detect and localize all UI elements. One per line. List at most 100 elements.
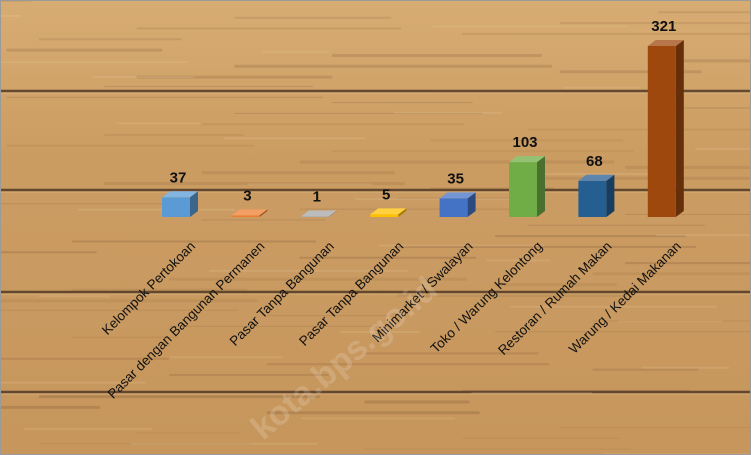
bar-side [259, 209, 268, 217]
wood-grain-light [471, 392, 593, 395]
wood-grain [38, 38, 182, 41]
category-label: Toko / Warung Kelontong [428, 239, 545, 356]
wood-grain [462, 389, 690, 393]
bars [162, 40, 684, 217]
bar-side [328, 210, 337, 217]
wood-grain-light [602, 453, 750, 454]
wood-grain [429, 91, 693, 93]
wood-grain [494, 331, 750, 333]
wood-grain [527, 128, 750, 131]
data-label: 321 [651, 18, 676, 35]
wood-grain [592, 368, 699, 371]
wood-grain [560, 427, 750, 428]
wood-grain [71, 288, 248, 292]
bar-top [370, 208, 407, 215]
wood-grain [527, 176, 750, 180]
bar-top [439, 192, 476, 199]
data-labels: 37 3 1 5 35 103 68 321 [170, 18, 677, 205]
wood-grain-light [1, 61, 188, 64]
wood-grain [6, 48, 163, 52]
wood-grain-light [116, 122, 201, 125]
bar-side [190, 191, 198, 217]
wood-grain [592, 272, 750, 276]
wood-grain-light [432, 25, 628, 28]
wood-grain [332, 54, 542, 57]
wood-grain [201, 171, 395, 175]
wood-grain [169, 325, 399, 327]
wood-grain [266, 315, 388, 317]
wood-grain [71, 336, 179, 338]
wood-grain-light [247, 183, 373, 186]
wood-grain-light [695, 147, 750, 150]
wood-grain [103, 182, 405, 186]
data-label: 37 [170, 169, 187, 186]
wood-grain-light [617, 320, 723, 323]
bar-side [537, 156, 545, 217]
wood-grain [657, 11, 750, 14]
bar-front [370, 214, 399, 217]
wood-grain [104, 134, 244, 136]
wood-grain [266, 363, 549, 366]
wood-grain-light [38, 295, 111, 298]
bar-side [675, 40, 684, 217]
wood-grain [6, 144, 255, 147]
data-label: 103 [512, 134, 537, 151]
bar [647, 40, 684, 217]
category-label: Pasar dengan Bangunan Permanen [105, 239, 268, 402]
wood-grain [331, 102, 473, 104]
wood-grain-light [641, 366, 730, 369]
bar-top [162, 191, 198, 198]
wood-grain [527, 224, 706, 226]
wood-grain [71, 240, 317, 243]
wood-grain [364, 448, 631, 450]
wood-grain [234, 112, 484, 114]
data-label: 5 [382, 186, 390, 203]
wood-grain [625, 165, 750, 169]
bar-top [578, 174, 615, 181]
wood-grain [429, 139, 624, 142]
wood-grain [299, 208, 546, 210]
wood-grain [1, 299, 258, 303]
wood-grain [364, 352, 539, 355]
wood-grain [201, 123, 464, 126]
bar-front [647, 46, 676, 217]
wood-grain [136, 27, 402, 30]
wood-grain-light [208, 269, 408, 272]
wood-grain [494, 283, 617, 287]
bar-side [606, 174, 615, 217]
wood-grain [38, 395, 320, 399]
wood-grain-light [77, 208, 236, 211]
category-label: Warung / Kedai Makanan [566, 239, 684, 357]
bar-top [647, 40, 684, 46]
bar-front [439, 198, 468, 217]
wood-grain [104, 85, 314, 87]
wood-grain [462, 32, 750, 35]
bar-top [509, 156, 545, 163]
wood-grain [1, 357, 170, 360]
wood-grain-light [92, 76, 194, 79]
bar [578, 174, 615, 217]
wood-grain-light [169, 356, 283, 359]
wood-grain [559, 22, 750, 25]
wood-grain [1, 203, 166, 205]
category-label: Restoran / Rumah Makan [495, 239, 614, 358]
wood-grain-light [1, 381, 146, 384]
wood-grain [1, 309, 239, 311]
wood-grain [234, 16, 392, 19]
bar-top [231, 209, 268, 216]
wood-grain-light [378, 244, 545, 247]
data-label: 35 [447, 170, 464, 187]
wood-grain [624, 262, 750, 265]
bar-front [231, 215, 260, 217]
wood-grain-light [525, 173, 675, 175]
wood-grain-light [301, 417, 456, 420]
wood-grain [592, 320, 750, 322]
wood-grain [169, 277, 468, 281]
bar [370, 208, 407, 217]
bar [300, 210, 337, 217]
wood-grain-light [262, 50, 331, 53]
bar-side [467, 192, 476, 217]
